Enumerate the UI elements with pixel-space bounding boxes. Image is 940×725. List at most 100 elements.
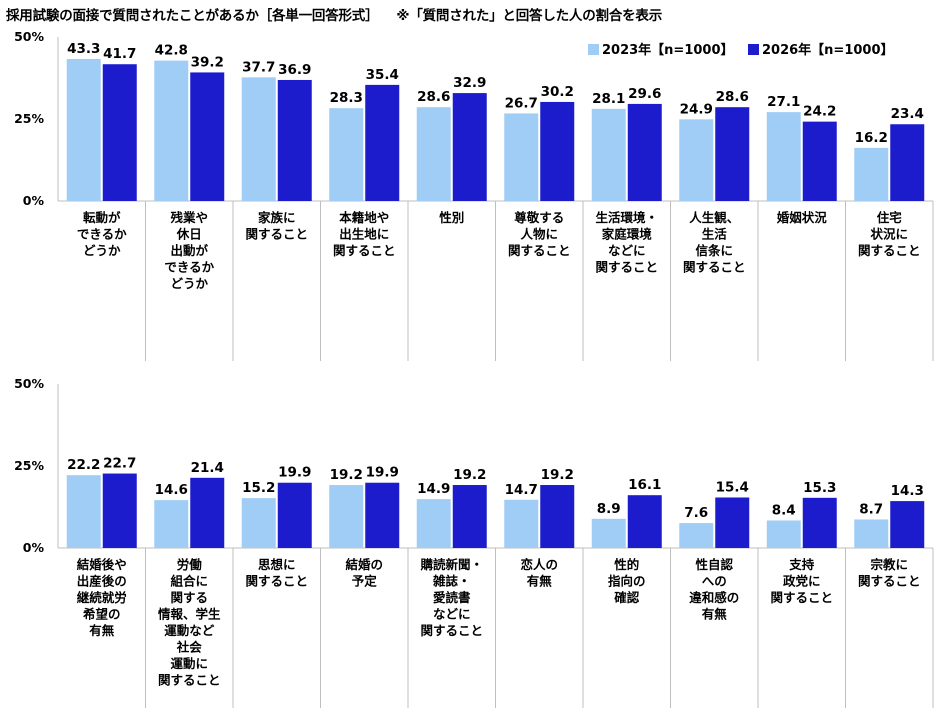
bar bbox=[890, 124, 925, 201]
bar bbox=[627, 495, 662, 548]
data-label: 39.2 bbox=[191, 54, 224, 70]
data-label: 14.3 bbox=[891, 483, 924, 499]
bar bbox=[679, 119, 714, 201]
data-label: 7.6 bbox=[684, 505, 708, 521]
data-label: 24.2 bbox=[803, 104, 836, 120]
data-label: 41.7 bbox=[103, 46, 136, 62]
x-tick-label: 購読新聞・雑誌・愛読書などに関すること bbox=[419, 557, 483, 638]
bar bbox=[452, 485, 487, 548]
x-tick-label: 住宅状況に関すること bbox=[858, 210, 921, 258]
bar bbox=[329, 485, 364, 548]
bar bbox=[154, 500, 189, 548]
bar bbox=[66, 58, 101, 202]
data-label: 43.3 bbox=[67, 41, 100, 57]
bar bbox=[715, 107, 750, 201]
data-label: 30.2 bbox=[541, 84, 574, 100]
bar bbox=[365, 482, 400, 548]
bar bbox=[679, 523, 714, 548]
y-tick-label: 50% bbox=[14, 29, 44, 44]
bar bbox=[766, 112, 801, 201]
y-tick-label: 0% bbox=[23, 193, 45, 208]
x-tick-label: 転動ができるかどうか bbox=[77, 210, 127, 258]
legend-label: 2023年【n=1000】 bbox=[602, 42, 734, 58]
legend-swatch bbox=[588, 44, 599, 55]
data-label: 15.4 bbox=[716, 479, 749, 495]
bar bbox=[277, 482, 312, 548]
data-label: 14.7 bbox=[505, 482, 538, 498]
data-label: 19.9 bbox=[278, 465, 311, 481]
y-tick-label: 25% bbox=[14, 111, 44, 126]
bar bbox=[329, 108, 364, 201]
bar bbox=[190, 72, 225, 201]
data-label: 19.2 bbox=[330, 467, 363, 483]
data-label: 35.4 bbox=[366, 67, 399, 83]
bar bbox=[452, 93, 487, 201]
x-tick-label: 婚姻状況 bbox=[776, 210, 828, 225]
data-label: 29.6 bbox=[628, 86, 661, 102]
bar bbox=[365, 84, 400, 201]
x-tick-label: 性的指向の確認 bbox=[608, 557, 646, 605]
x-tick-label: 性別 bbox=[438, 210, 464, 225]
data-label: 27.1 bbox=[767, 94, 800, 110]
title-text: 採用試験の面接で質問されたことがあるか［各単一回答形式］ bbox=[6, 8, 379, 24]
data-label: 16.1 bbox=[628, 477, 661, 493]
bar bbox=[416, 499, 451, 548]
bar bbox=[854, 147, 889, 201]
data-label: 8.9 bbox=[597, 501, 621, 517]
data-label: 19.2 bbox=[453, 467, 486, 483]
x-tick-label: 性自認への違和感の有無 bbox=[689, 557, 739, 622]
data-label: 15.2 bbox=[242, 480, 275, 496]
x-tick-label: 残業や休日出動ができるかどうか bbox=[164, 210, 214, 291]
bar bbox=[241, 77, 276, 201]
data-label: 22.2 bbox=[67, 457, 100, 473]
bar bbox=[66, 475, 101, 548]
data-label: 19.2 bbox=[541, 467, 574, 483]
x-tick-label: 思想に関すること bbox=[245, 557, 308, 589]
bar bbox=[627, 103, 662, 201]
x-tick-label: 人生観、生活信条に関すること bbox=[683, 210, 746, 275]
chart-title: 採用試験の面接で質問されたことがあるか［各単一回答形式］ ※「質問された」と回答し… bbox=[6, 4, 662, 24]
bar bbox=[890, 501, 925, 548]
bar bbox=[766, 520, 801, 548]
x-tick-label: 本籍地や出生地に関すること bbox=[333, 210, 396, 258]
data-label: 22.7 bbox=[103, 456, 136, 472]
data-label: 21.4 bbox=[191, 460, 224, 476]
data-label: 16.2 bbox=[855, 130, 888, 146]
bar bbox=[504, 499, 539, 548]
bar bbox=[416, 107, 451, 201]
data-label: 15.3 bbox=[803, 480, 836, 496]
data-label: 28.3 bbox=[330, 90, 363, 106]
data-label: 32.9 bbox=[453, 75, 486, 91]
bar bbox=[241, 498, 276, 548]
title-note: ※「質問された」と回答した人の割合を表示 bbox=[396, 8, 663, 24]
data-label: 23.4 bbox=[891, 106, 924, 122]
bar bbox=[102, 473, 137, 548]
x-tick-label: 生活環境・家庭環境などに関すること bbox=[595, 210, 658, 275]
data-label: 14.9 bbox=[417, 481, 450, 497]
bar bbox=[802, 121, 837, 201]
y-tick-label: 50% bbox=[14, 376, 44, 391]
x-tick-label: 恋人の有無 bbox=[520, 557, 558, 589]
legend-swatch bbox=[748, 44, 759, 55]
data-label: 28.6 bbox=[716, 89, 749, 105]
data-label: 8.4 bbox=[772, 502, 796, 518]
data-label: 28.1 bbox=[592, 91, 625, 107]
bar bbox=[591, 518, 626, 548]
data-label: 24.9 bbox=[680, 101, 713, 117]
bar bbox=[802, 497, 837, 548]
data-label: 36.9 bbox=[278, 62, 311, 78]
x-tick-label: 宗教に関すること bbox=[858, 557, 921, 589]
bar bbox=[715, 497, 750, 548]
data-label: 8.7 bbox=[859, 501, 883, 517]
bar bbox=[277, 79, 312, 201]
bar bbox=[540, 485, 575, 548]
bar bbox=[540, 101, 575, 201]
bar bbox=[591, 108, 626, 201]
data-label: 14.6 bbox=[155, 482, 188, 498]
bar bbox=[504, 113, 539, 201]
data-label: 42.8 bbox=[155, 43, 188, 59]
bar bbox=[102, 64, 137, 201]
x-tick-label: 支持政党に関すること bbox=[770, 557, 833, 605]
data-label: 37.7 bbox=[242, 59, 275, 75]
data-label: 19.9 bbox=[366, 465, 399, 481]
